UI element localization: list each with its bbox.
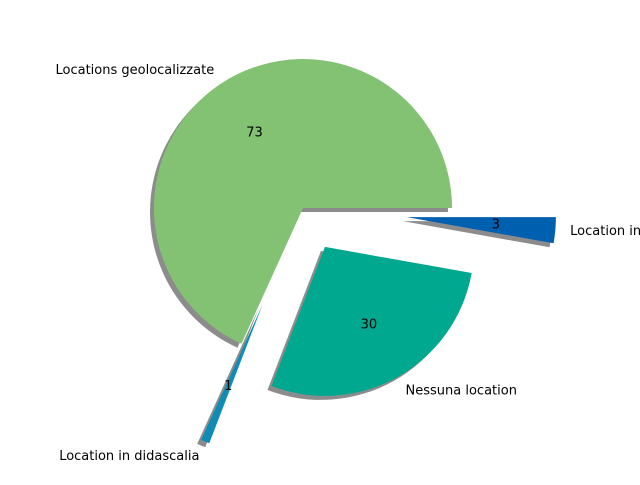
slice-label-locations-geolocalizzate: Locations geolocalizzate	[55, 63, 214, 78]
slice-values: 73 1 30 3	[224, 125, 500, 394]
slice-value-locations-geolocalizzate: 73	[246, 125, 263, 140]
slice-location-in-didascalia	[201, 304, 263, 444]
slice-nessuna-location	[271, 246, 472, 396]
slice-value-location-in-didascalia: 1	[224, 379, 232, 394]
slice-label-location-in-didascalia: Location in didascalia	[59, 449, 199, 464]
slice-locations-geolocalizzate	[154, 59, 452, 344]
slices	[154, 59, 556, 444]
slice-location-in-bio	[406, 217, 556, 244]
slice-value-location-in-bio: 3	[492, 218, 500, 233]
slice-shadow-location-in-didascalia	[197, 308, 259, 448]
slice-value-nessuna-location: 30	[361, 317, 378, 332]
slice-label-location-in-bio: Location in bio	[570, 224, 640, 239]
slice-labels: Locations geolocalizzate Location in dida…	[55, 63, 640, 464]
slice-label-nessuna-location: Nessuna location	[406, 383, 517, 398]
